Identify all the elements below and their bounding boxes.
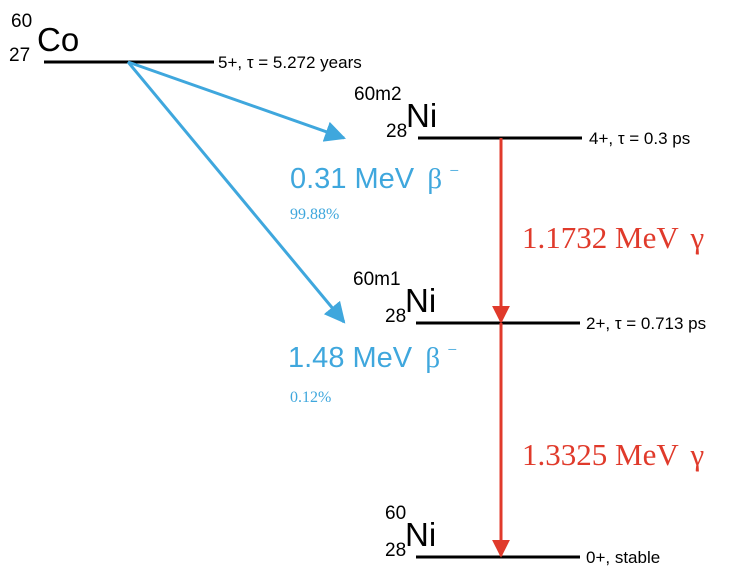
beta-1-sign: −	[449, 161, 459, 180]
gamma-2-label: 1.3325 MeV γ	[522, 437, 704, 472]
ni60m1-symbol: Ni	[405, 282, 436, 319]
beta-2-branching: 0.12%	[290, 389, 331, 406]
nuclide-co60: 60 27 Co	[9, 11, 79, 66]
beta-1-energy: 0.31 MeV	[290, 163, 415, 195]
nuclide-ni60: 60 28 Ni	[385, 503, 436, 561]
gamma-1-label: 1.1732 MeV γ	[522, 220, 704, 255]
nuclide-ni60m2: 60m2 28 Ni	[354, 84, 437, 142]
beta-2-particle: β	[425, 342, 440, 374]
beta-1-particle: β	[427, 163, 442, 195]
ni60m1-level-label: 2+, τ = 0.713 ps	[586, 314, 706, 333]
ni60-symbol: Ni	[405, 516, 436, 553]
beta-arrow-1	[127, 60, 346, 142]
ni60-mass-number: 60	[385, 503, 406, 524]
gamma-2-energy: 1.3325 MeV	[522, 437, 679, 472]
co60-level-label: 5+, τ = 5.272 years	[218, 53, 362, 72]
gamma-1-energy: 1.1732 MeV	[522, 220, 679, 255]
gamma-1-particle: γ	[689, 220, 704, 255]
beta-2-energy: 1.48 MeV	[288, 342, 413, 374]
nuclide-ni60m1: 60m1 28 Ni	[353, 269, 436, 327]
co60-symbol: Co	[37, 21, 79, 58]
beta-2-sign: −	[447, 340, 457, 359]
ni60m2-level-label: 4+, τ = 0.3 ps	[589, 129, 690, 148]
ni60m2-symbol: Ni	[406, 97, 437, 134]
beta-1-branching: 99.88%	[290, 206, 339, 223]
beta-2-energy-label: 1.48 MeV β −	[288, 340, 457, 374]
ni60m1-atomic-number: 28	[385, 306, 406, 327]
ni60-atomic-number: 28	[385, 540, 406, 561]
gamma-2-particle: γ	[689, 437, 704, 472]
beta-1-energy-label: 0.31 MeV β −	[290, 161, 459, 195]
co60-atomic-number: 27	[9, 45, 30, 66]
ni60m1-mass-number: 60m1	[353, 269, 401, 290]
ni60m2-atomic-number: 28	[386, 121, 407, 142]
ni60-level-label: 0+, stable	[586, 548, 660, 567]
co60-mass-number: 60	[11, 11, 32, 32]
ni60m2-mass-number: 60m2	[354, 84, 402, 105]
beta-arrow-2	[126, 61, 346, 324]
